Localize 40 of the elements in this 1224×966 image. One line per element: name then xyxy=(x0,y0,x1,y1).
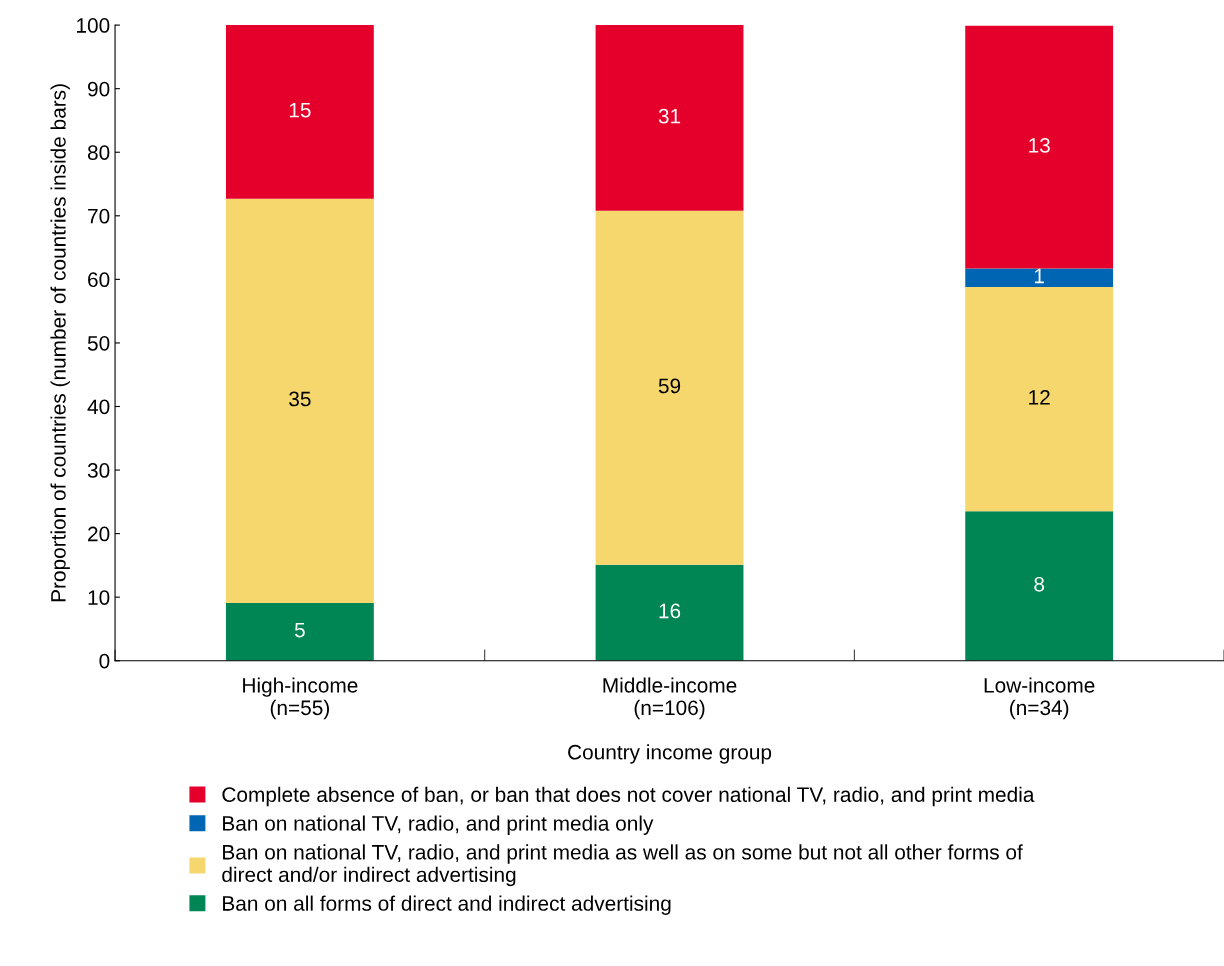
y-tick-label: 100 xyxy=(77,18,110,33)
x-tick-label: Middle-income (n=106) xyxy=(603,677,737,720)
y-tick-label: 40 xyxy=(87,399,110,415)
bar xyxy=(965,268,1114,287)
y-tick-label: 90 xyxy=(88,81,110,97)
legend-label: Ban on national TV, radio, and print media as well as on some but not all other forms of direct and/or indirect advertising xyxy=(222,844,1023,887)
annotation: 35 xyxy=(289,391,311,407)
y-tick-label: 60 xyxy=(88,272,110,288)
annotation: 13 xyxy=(1029,138,1050,153)
bar xyxy=(595,564,744,661)
bar xyxy=(225,198,374,603)
bar xyxy=(965,25,1114,269)
legend-label: Complete absence of ban, or ban that does not cover national TV, radio, and print media xyxy=(222,786,1035,807)
x-tick-label: Low-income (n=34) xyxy=(984,677,1095,720)
annotation: 12 xyxy=(1029,390,1050,405)
annotation: 16 xyxy=(659,603,681,619)
x-axis-title: Country income group xyxy=(568,744,772,764)
annotation: 59 xyxy=(658,378,681,394)
y-axis-title: Proportion of countries (number of countries inside bars) xyxy=(50,84,70,602)
bar xyxy=(965,286,1114,512)
bar xyxy=(225,25,374,199)
bar xyxy=(965,511,1114,661)
y-tick-label: 70 xyxy=(88,208,110,224)
annotation: 31 xyxy=(658,108,681,124)
y-tick-label: 20 xyxy=(88,526,110,542)
annotation: 1 xyxy=(1034,268,1044,284)
y-tick-label: 30 xyxy=(87,463,110,478)
bar xyxy=(225,602,374,661)
annotation: 8 xyxy=(1034,576,1045,592)
y-tick-label: 0 xyxy=(99,653,110,669)
y-tick-label: 10 xyxy=(88,590,110,605)
y-tick-label: 50 xyxy=(87,335,110,351)
annotation: 15 xyxy=(289,102,311,118)
legend-label: Ban on national TV, radio, and print media only xyxy=(223,815,654,835)
legend-label: Ban on all forms of direct and indirect advertising xyxy=(223,895,671,915)
y-tick-label: 80 xyxy=(87,145,110,160)
annotation: 5 xyxy=(294,622,305,638)
bar xyxy=(595,210,744,565)
bar xyxy=(595,25,744,211)
x-tick-label: High-income (n=55) xyxy=(243,677,358,720)
